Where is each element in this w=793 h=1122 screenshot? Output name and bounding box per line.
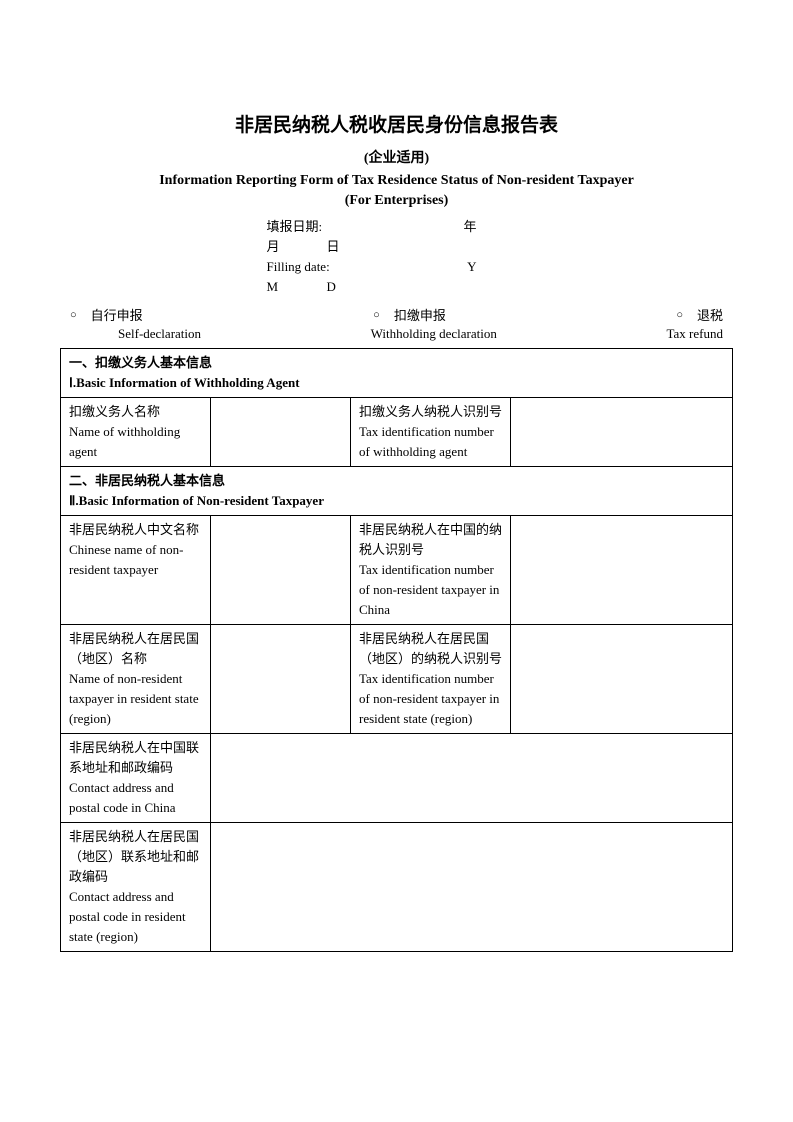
date-block: 填报日期: 年 月 日 Filling date: Y M D (267, 217, 527, 297)
cn-tin-zh: 非居民纳税人在中国的纳税人识别号 (359, 520, 502, 560)
declaration-labels-en: Self-declaration Withholding declaration… (60, 326, 733, 348)
res-addr-en: Contact address and postal code in resid… (69, 887, 202, 947)
cn-addr-label: 非居民纳税人在中国联系地址和邮政编码 Contact address and p… (61, 734, 211, 823)
res-tin-value[interactable] (511, 625, 733, 734)
form-table: 一、扣缴义务人基本信息 Ⅰ.Basic Information of Withh… (60, 348, 733, 952)
refund-zh: 退税 (697, 305, 723, 324)
month-en: M (267, 277, 327, 297)
day-zh: 日 (327, 237, 340, 257)
day-en: D (327, 277, 336, 297)
subtitle-zh: (企业适用) (60, 147, 733, 167)
title-en2: (For Enterprises) (60, 193, 733, 209)
section2-head-en: Ⅱ.Basic Information of Non-resident Taxp… (69, 491, 724, 511)
radio-icon: ○ (373, 309, 380, 321)
cn-addr-zh: 非居民纳税人在中国联系地址和邮政编码 (69, 738, 202, 778)
month-zh: 月 (267, 237, 327, 257)
year-zh: 年 (387, 217, 477, 237)
agent-name-en: Name of withholding agent (69, 422, 202, 462)
res-tin-label: 非居民纳税人在居民国（地区）的纳税人识别号 Tax identification… (351, 625, 511, 734)
year-en: Y (387, 257, 477, 277)
agent-tin-en: Tax identification number of withholding… (359, 422, 502, 462)
declaration-row: ○ 自行申报 ○ 扣缴申报 ○ 退税 (60, 305, 733, 324)
res-addr-value[interactable] (211, 823, 733, 952)
res-name-label: 非居民纳税人在居民国（地区）名称 Name of non-resident ta… (61, 625, 211, 734)
cn-name-label: 非居民纳税人中文名称 Chinese name of non-resident … (61, 516, 211, 625)
agent-tin-label: 扣缴义务人纳税人识别号 Tax identification number of… (351, 398, 511, 467)
agent-tin-value[interactable] (511, 398, 733, 467)
res-name-en: Name of non-resident taxpayer in residen… (69, 669, 202, 729)
res-tin-en: Tax identification number of non-residen… (359, 669, 502, 729)
cn-name-zh: 非居民纳税人中文名称 (69, 520, 202, 540)
withholding-declaration-option[interactable]: ○ 扣缴申报 (373, 305, 446, 324)
tax-refund-option[interactable]: ○ 退税 (676, 305, 723, 324)
section1-head-en: Ⅰ.Basic Information of Withholding Agent (69, 373, 724, 393)
self-decl-zh: 自行申报 (91, 305, 143, 324)
section1-head-zh: 一、扣缴义务人基本信息 (69, 353, 724, 373)
section1-head: 一、扣缴义务人基本信息 Ⅰ.Basic Information of Withh… (61, 349, 733, 398)
page: 非居民纳税人税收居民身份信息报告表 (企业适用) Information Rep… (0, 0, 793, 992)
title-block: 非居民纳税人税收居民身份信息报告表 (企业适用) Information Rep… (60, 110, 733, 209)
cn-addr-en: Contact address and postal code in China (69, 778, 202, 818)
withhold-decl-en: Withholding declaration (371, 326, 497, 342)
self-declaration-option[interactable]: ○ 自行申报 (70, 305, 143, 324)
title-en: Information Reporting Form of Tax Reside… (60, 173, 733, 189)
self-decl-en: Self-declaration (70, 326, 201, 342)
date-label-en: Filling date: (267, 257, 387, 277)
agent-name-zh: 扣缴义务人名称 (69, 402, 202, 422)
cn-name-value[interactable] (211, 516, 351, 625)
section2-head: 二、非居民纳税人基本信息 Ⅱ.Basic Information of Non-… (61, 467, 733, 516)
date-label-zh: 填报日期: (267, 217, 387, 237)
title-zh: 非居民纳税人税收居民身份信息报告表 (60, 110, 733, 137)
refund-en: Tax refund (667, 326, 723, 342)
agent-name-label: 扣缴义务人名称 Name of withholding agent (61, 398, 211, 467)
cn-tin-label: 非居民纳税人在中国的纳税人识别号 Tax identification numb… (351, 516, 511, 625)
res-addr-label: 非居民纳税人在居民国（地区）联系地址和邮政编码 Contact address … (61, 823, 211, 952)
cn-tin-value[interactable] (511, 516, 733, 625)
section2-head-zh: 二、非居民纳税人基本信息 (69, 471, 724, 491)
withhold-decl-zh: 扣缴申报 (394, 305, 446, 324)
res-tin-zh: 非居民纳税人在居民国（地区）的纳税人识别号 (359, 629, 502, 669)
res-name-value[interactable] (211, 625, 351, 734)
res-addr-zh: 非居民纳税人在居民国（地区）联系地址和邮政编码 (69, 827, 202, 887)
res-name-zh: 非居民纳税人在居民国（地区）名称 (69, 629, 202, 669)
radio-icon: ○ (70, 309, 77, 321)
radio-icon: ○ (676, 309, 683, 321)
agent-tin-zh: 扣缴义务人纳税人识别号 (359, 402, 502, 422)
agent-name-value[interactable] (211, 398, 351, 467)
cn-tin-en: Tax identification number of non-residen… (359, 560, 502, 620)
cn-addr-value[interactable] (211, 734, 733, 823)
cn-name-en: Chinese name of non-resident taxpayer (69, 540, 202, 580)
